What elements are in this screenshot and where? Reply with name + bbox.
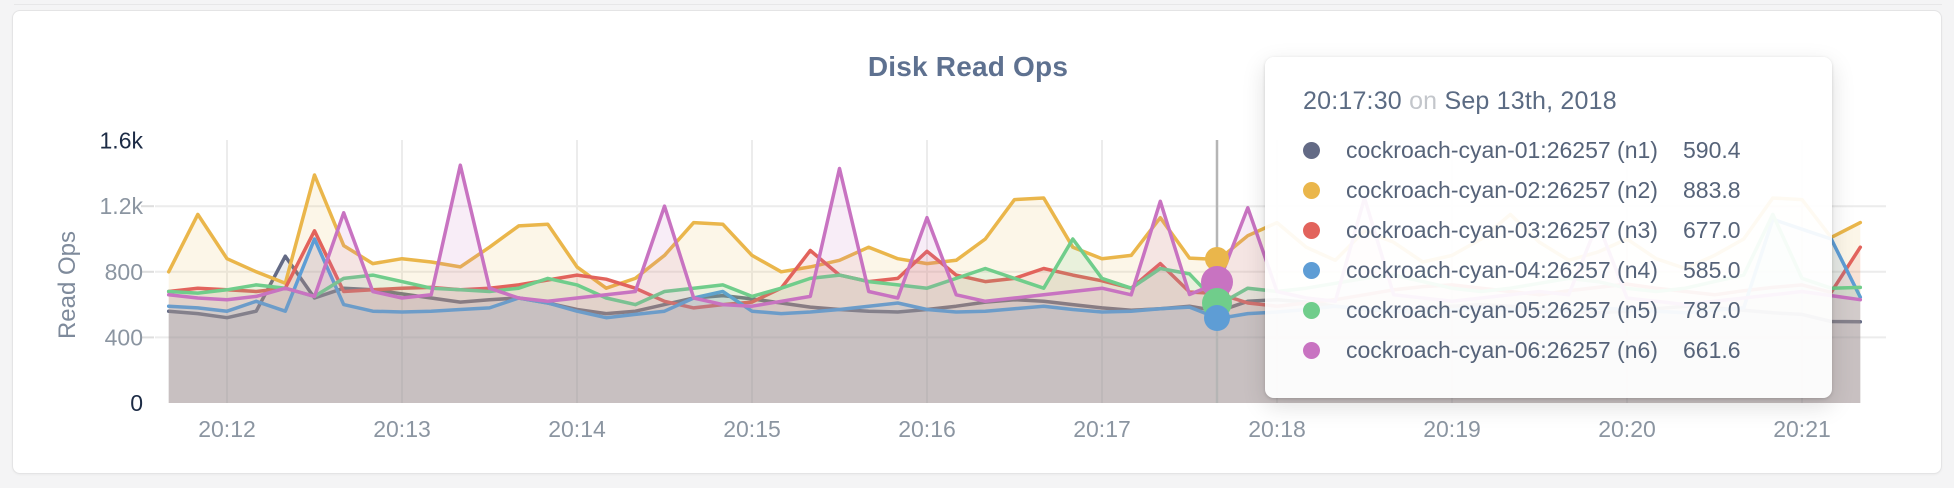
tooltip-series-value: 677.0 xyxy=(1683,216,1741,243)
x-axis-tick-label: 20:21 xyxy=(1773,416,1831,442)
tooltip-series-list: cockroach-cyan-01:26257 (n1) 590.4 cockroa… xyxy=(1303,130,1832,370)
y-axis-tick-label: 1.6k xyxy=(100,128,144,154)
tooltip-series-value: 787.0 xyxy=(1683,296,1741,323)
tooltip-series-label: cockroach-cyan-01:26257 (n1) xyxy=(1346,136,1658,163)
series-color-dot-icon xyxy=(1303,181,1320,199)
top-divider xyxy=(14,4,1942,5)
hover-point-dot xyxy=(1205,247,1229,271)
x-axis-tick-label: 20:12 xyxy=(198,416,256,442)
tooltip-date: Sep 13th, 2018 xyxy=(1444,87,1617,115)
x-axis-tick-label: 20:14 xyxy=(548,416,606,442)
chart-title: Disk Read Ops xyxy=(867,51,1069,82)
hover-point-dot xyxy=(1201,266,1233,298)
x-axis-tick-label: 20:13 xyxy=(373,416,431,442)
tooltip-row: cockroach-cyan-03:26257 (n3) 677.0 xyxy=(1303,210,1832,250)
tooltip-row: cockroach-cyan-05:26257 (n5) 787.0 xyxy=(1303,290,1832,330)
x-axis-tick-label: 20:19 xyxy=(1423,416,1481,442)
tooltip-series-label: cockroach-cyan-05:26257 (n5) xyxy=(1346,296,1658,323)
tooltip-header: 20:17:30 on Sep 13th, 2018 xyxy=(1303,87,1832,116)
y-axis-tick-label: 400 xyxy=(105,324,143,350)
x-axis-tick-label: 20:20 xyxy=(1598,416,1656,442)
x-axis-tick-label: 20:17 xyxy=(1073,416,1131,442)
x-axis-tick-label: 20:15 xyxy=(723,416,781,442)
y-axis-tick-label: 1.2k xyxy=(100,193,144,219)
tooltip-row: cockroach-cyan-01:26257 (n1) 590.4 xyxy=(1303,130,1832,170)
tooltip-series-value: 661.6 xyxy=(1683,336,1741,363)
series-color-dot-icon xyxy=(1303,221,1320,239)
tooltip-series-value: 590.4 xyxy=(1683,136,1741,163)
tooltip-series-label: cockroach-cyan-03:26257 (n3) xyxy=(1346,216,1658,243)
tooltip-time: 20:17:30 xyxy=(1303,87,1402,115)
series-color-dot-icon xyxy=(1303,261,1320,279)
tooltip-series-label: cockroach-cyan-02:26257 (n2) xyxy=(1346,176,1658,203)
tooltip-conjunction: on xyxy=(1409,87,1438,115)
x-axis-tick-label: 20:16 xyxy=(898,416,956,442)
tooltip-row: cockroach-cyan-04:26257 (n4) 585.0 xyxy=(1303,250,1832,290)
series-color-dot-icon xyxy=(1303,141,1320,159)
x-axis-tick-label: 20:18 xyxy=(1248,416,1306,442)
tooltip-series-value: 585.0 xyxy=(1683,256,1741,283)
tooltip-row: cockroach-cyan-06:26257 (n6) 661.6 xyxy=(1303,330,1832,370)
y-axis-tick-label: 800 xyxy=(105,259,143,285)
tooltip-row: cockroach-cyan-02:26257 (n2) 883.8 xyxy=(1303,170,1832,210)
tooltip-series-label: cockroach-cyan-06:26257 (n6) xyxy=(1346,336,1658,363)
hover-tooltip: 20:17:30 on Sep 13th, 2018 cockroach-cya… xyxy=(1265,57,1832,398)
series-color-dot-icon xyxy=(1303,301,1320,319)
y-axis-tick-label: 0 xyxy=(130,390,143,416)
hover-point-dot xyxy=(1204,305,1230,331)
tooltip-series-label: cockroach-cyan-04:26257 (n4) xyxy=(1346,256,1658,283)
tooltip-series-value: 883.8 xyxy=(1683,176,1741,203)
series-color-dot-icon xyxy=(1303,341,1320,359)
